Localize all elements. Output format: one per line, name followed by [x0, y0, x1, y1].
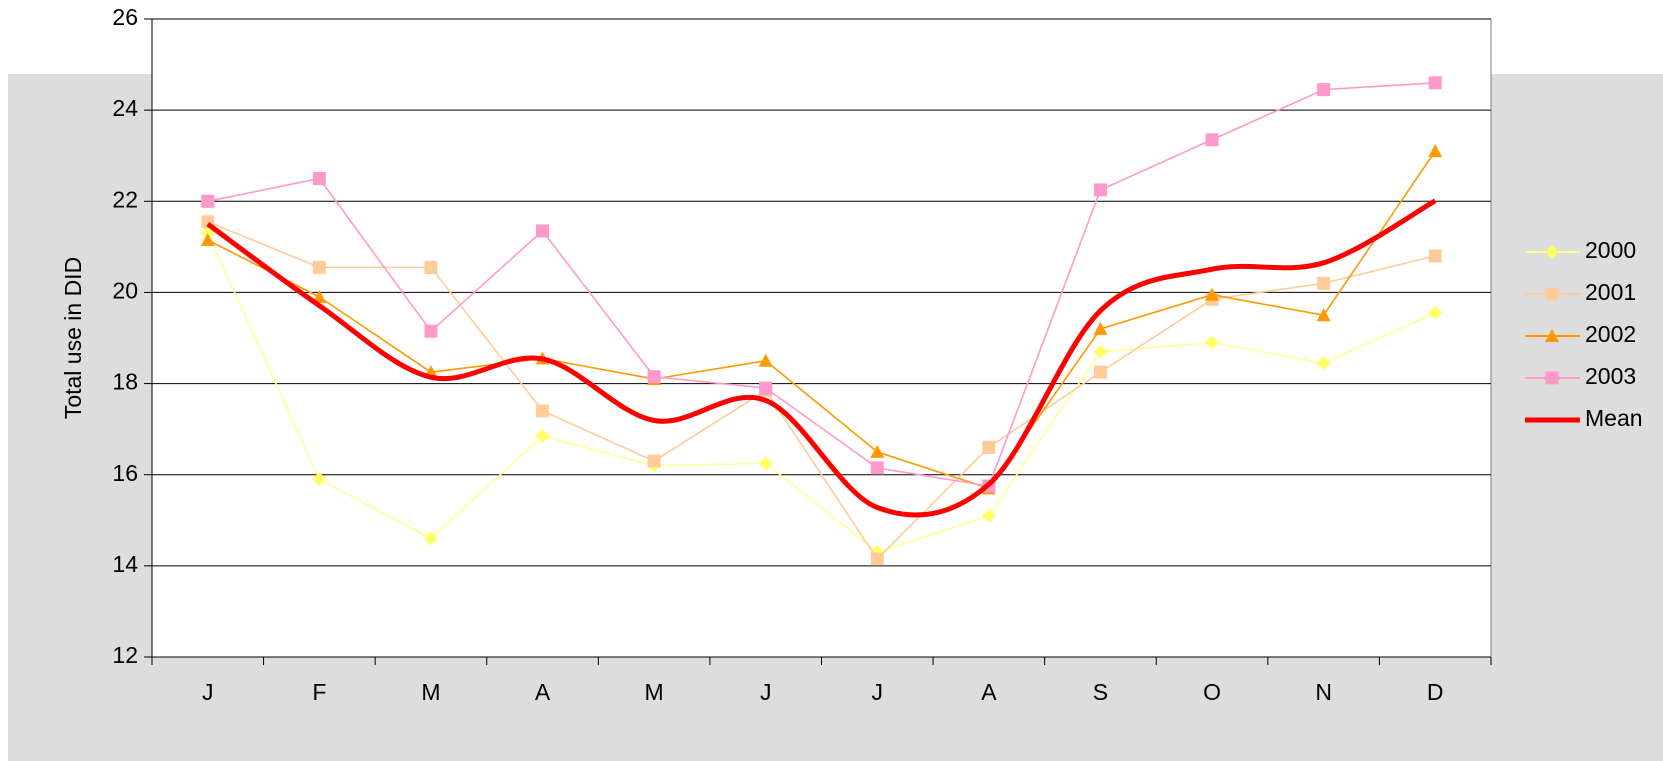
x-tick-label: J: [202, 679, 214, 705]
series-line: [207, 221, 1436, 560]
data-point: [1428, 305, 1443, 320]
data-point: [1317, 276, 1331, 290]
legend-label: 2003: [1585, 363, 1636, 389]
x-tick-label: A: [981, 679, 997, 705]
data-point: [1093, 344, 1108, 359]
data-point: [424, 260, 438, 274]
y-tick-label: 24: [112, 95, 138, 121]
x-tick-label: M: [645, 679, 664, 705]
x-tick-label: M: [421, 679, 440, 705]
data-point: [1093, 321, 1108, 335]
data-point: [647, 454, 661, 468]
data-point: [1316, 356, 1331, 371]
data-point: [1428, 76, 1442, 90]
data-point: [1205, 335, 1220, 350]
legend-marker: [1545, 287, 1559, 301]
series-line: [207, 150, 1436, 490]
data-point: [535, 428, 550, 443]
legend-label: 2000: [1585, 237, 1636, 263]
data-point: [1428, 249, 1442, 263]
data-point: [536, 404, 550, 418]
data-point: [312, 172, 326, 185]
data-point: [1093, 183, 1107, 197]
data-point: [758, 456, 773, 471]
x-tick-label: S: [1093, 679, 1108, 705]
legend-label: 2001: [1585, 279, 1636, 305]
data-point: [759, 381, 773, 395]
data-point: [423, 531, 438, 546]
data-point: [981, 508, 996, 523]
data-point: [1317, 83, 1331, 97]
y-tick-label: 22: [112, 186, 138, 212]
x-tick-label: J: [760, 679, 772, 705]
legend-label: 2002: [1585, 321, 1636, 347]
data-point: [870, 552, 884, 566]
x-tick-label: D: [1427, 679, 1444, 705]
legend-marker: [1545, 371, 1559, 385]
y-tick-label: 18: [112, 369, 138, 395]
data-point: [1205, 287, 1220, 301]
data-point: [312, 289, 327, 303]
data-point: [1428, 144, 1443, 158]
data-point: [1093, 365, 1107, 379]
data-point: [1205, 133, 1219, 147]
y-tick-label: 20: [112, 278, 138, 304]
data-point: [982, 440, 996, 454]
y-tick-label: 16: [112, 460, 138, 486]
data-point: [758, 353, 773, 367]
y-axis-label: Total use in DID: [60, 257, 86, 419]
data-point: [312, 472, 327, 487]
x-tick-label: J: [872, 679, 884, 705]
data-point: [200, 233, 215, 247]
series-line: [207, 232, 1436, 553]
data-point: [312, 260, 326, 274]
x-tick-label: N: [1315, 679, 1332, 705]
y-tick-label: 14: [112, 551, 138, 577]
data-point: [1316, 308, 1331, 322]
x-tick-label: F: [312, 679, 326, 705]
data-point: [870, 444, 885, 458]
data-point: [536, 224, 550, 238]
data-point: [424, 324, 438, 338]
data-point: [647, 370, 661, 384]
plot-area: [151, 18, 1492, 658]
y-tick-label: 26: [112, 4, 138, 30]
y-tick-label: 12: [112, 642, 138, 668]
x-tick-label: O: [1203, 679, 1221, 705]
legend-marker: [1545, 329, 1559, 342]
series-line: [206, 198, 1437, 518]
series-line: [207, 82, 1436, 487]
data-point: [870, 461, 884, 475]
legend-marker: [1545, 245, 1559, 259]
data-point: [201, 194, 215, 208]
x-tick-label: A: [535, 679, 551, 705]
legend-label: Mean: [1585, 405, 1643, 431]
